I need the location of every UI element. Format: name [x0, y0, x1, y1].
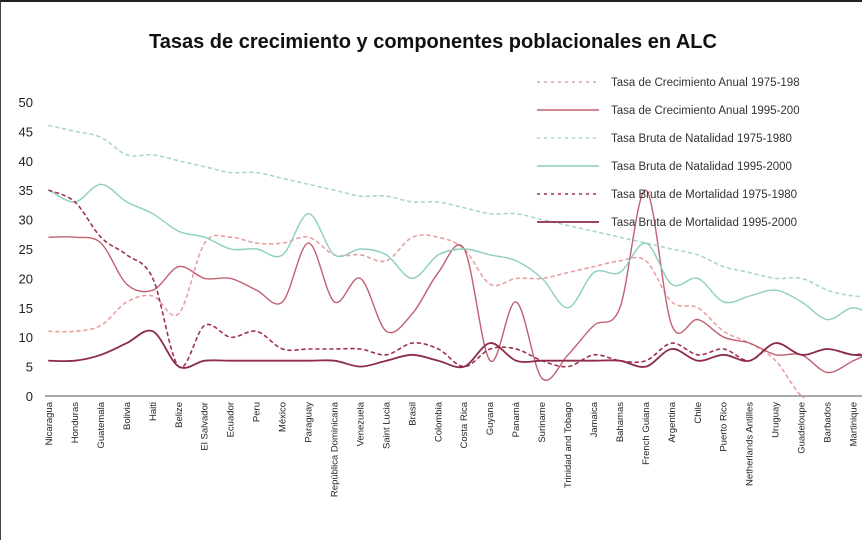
- series-line-4: [48, 183, 862, 321]
- x-category-label: Bahamas: [615, 402, 626, 442]
- y-tick-label: 0: [26, 389, 33, 404]
- x-category-label: El Salvador: [200, 402, 211, 451]
- x-category-label: Paraguay: [304, 402, 315, 443]
- y-tick-label: 30: [19, 213, 33, 228]
- y-tick-label: 10: [19, 330, 33, 345]
- y-tick-label: 20: [19, 271, 33, 286]
- legend: Tasa de Crecimiento Anual 1975-198 Tasa d…: [537, 77, 800, 229]
- x-category-label: Saint Lucia: [381, 401, 392, 449]
- series-line-2: [48, 189, 862, 381]
- x-category-label: Trinidad and Tobago: [563, 402, 574, 488]
- y-tick-label: 5: [26, 360, 33, 375]
- x-category-label: Suriname: [537, 402, 548, 443]
- x-category-label: Nicaragua: [44, 401, 55, 445]
- x-category-label: Venezuela: [355, 401, 366, 446]
- y-tick-label: 50: [19, 95, 33, 110]
- x-category-label: República Dominicana: [329, 401, 340, 497]
- y-tick-label: 25: [19, 242, 33, 257]
- x-category-label: México: [278, 402, 289, 432]
- x-category-label: Puerto Rico: [719, 402, 730, 452]
- x-category-label: Costa Rica: [459, 401, 470, 448]
- legend-label-3: Tasa Bruta de Natalidad 1975-1980: [611, 133, 792, 145]
- legend-label-5: Tasa Bruta de Mortalidad 1975-1980: [611, 189, 797, 201]
- x-category-label: Colombia: [433, 401, 444, 442]
- x-category-label: Martinique: [848, 402, 859, 446]
- legend-label-1: Tasa de Crecimiento Anual 1975-198: [611, 77, 800, 89]
- x-category-label: Barbados: [823, 402, 834, 443]
- chart-title: Tasas de crecimiento y componentes pobla…: [149, 31, 717, 53]
- x-category-label: Honduras: [70, 402, 81, 443]
- x-category-label: Panamá: [511, 401, 522, 437]
- series-lines: [48, 124, 862, 398]
- y-tick-label: 15: [19, 301, 33, 316]
- x-category-label: Haiti: [148, 402, 159, 421]
- x-category-label: Guyana: [485, 401, 496, 435]
- x-category-label: Jamaica: [589, 401, 600, 437]
- x-category-label: Peru: [252, 402, 263, 422]
- legend-label-2: Tasa de Crecimiento Anual 1995-200: [611, 105, 800, 117]
- y-axis-ticks: 0 5 10 15 20 25 30 35 40 45 50: [19, 95, 33, 404]
- legend-label-4: Tasa Bruta de Natalidad 1995-2000: [611, 161, 792, 173]
- x-category-label: Belize: [174, 402, 185, 428]
- x-axis-category-labels: Nicaragua Honduras Guatemala Bolivia Haiti Be…: [44, 401, 859, 497]
- x-category-label: Brasil: [407, 402, 418, 426]
- x-category-label: Ecuador: [226, 402, 237, 437]
- x-category-label: Uruguay: [771, 402, 782, 438]
- x-category-label: Argentina: [667, 401, 678, 442]
- y-tick-label: 35: [19, 183, 33, 198]
- legend-label-6: Tasa Bruta de Mortalidad 1995-2000: [611, 217, 797, 229]
- x-category-label: Guadeloupe: [797, 402, 808, 454]
- y-tick-label: 45: [19, 124, 33, 139]
- x-category-label: Chile: [693, 402, 704, 424]
- series-line-6: [48, 329, 862, 369]
- x-category-label: Bolivia: [122, 401, 133, 430]
- series-line-3: [48, 124, 862, 298]
- x-category-label: Guatemala: [96, 401, 107, 448]
- x-category-label: Netherlands Antilles: [745, 402, 756, 486]
- x-category-label: French Guiana: [641, 401, 652, 465]
- y-tick-label: 40: [19, 154, 33, 169]
- series-line-1: [48, 234, 806, 398]
